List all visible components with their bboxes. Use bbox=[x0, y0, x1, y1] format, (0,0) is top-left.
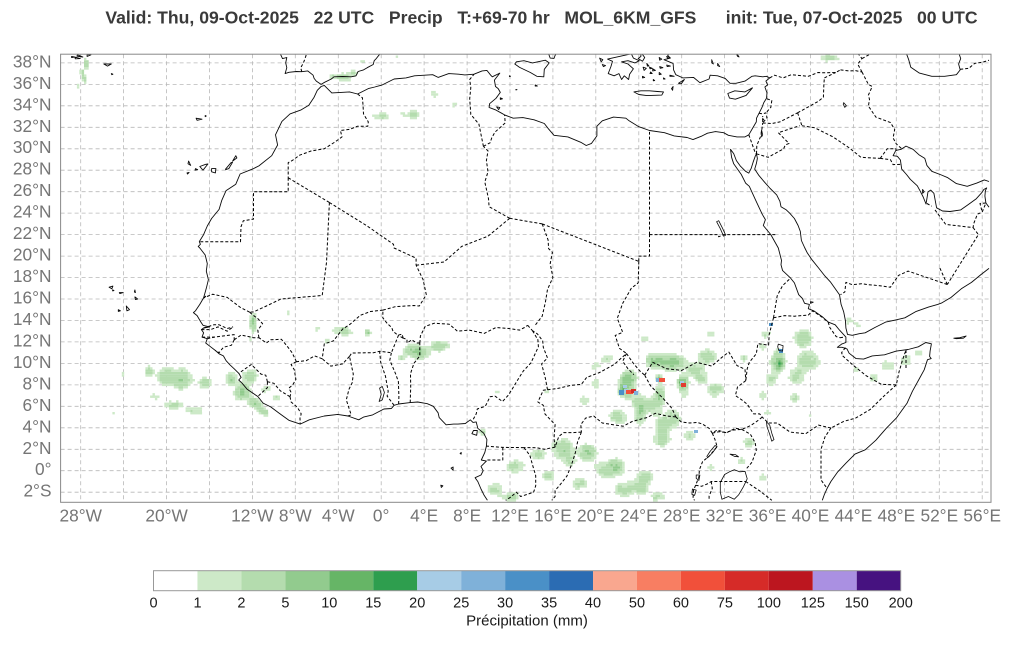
svg-text:20°N: 20°N bbox=[13, 245, 52, 265]
svg-text:0°: 0° bbox=[373, 506, 390, 526]
svg-text:8°N: 8°N bbox=[22, 373, 51, 393]
svg-text:30°N: 30°N bbox=[13, 137, 52, 157]
svg-text:20: 20 bbox=[409, 595, 425, 611]
svg-text:12°W: 12°W bbox=[231, 506, 274, 526]
svg-text:75: 75 bbox=[717, 595, 733, 611]
svg-text:38°N: 38°N bbox=[13, 51, 52, 71]
svg-text:16°E: 16°E bbox=[534, 506, 572, 526]
svg-text:2: 2 bbox=[237, 595, 245, 611]
svg-text:10: 10 bbox=[321, 595, 337, 611]
svg-text:12°N: 12°N bbox=[13, 330, 52, 350]
svg-text:52°E: 52°E bbox=[920, 506, 958, 526]
svg-text:125: 125 bbox=[801, 595, 825, 611]
svg-text:24°N: 24°N bbox=[13, 202, 52, 222]
svg-text:48°E: 48°E bbox=[877, 506, 915, 526]
svg-text:60: 60 bbox=[673, 595, 689, 611]
svg-text:28°E: 28°E bbox=[663, 506, 701, 526]
svg-text:5: 5 bbox=[281, 595, 289, 611]
svg-text:18°N: 18°N bbox=[13, 266, 52, 286]
svg-text:4°W: 4°W bbox=[322, 506, 356, 526]
svg-text:50: 50 bbox=[629, 595, 645, 611]
svg-text:2°N: 2°N bbox=[22, 438, 51, 458]
svg-text:35: 35 bbox=[541, 595, 557, 611]
svg-text:56°E: 56°E bbox=[963, 506, 1001, 526]
svg-text:10°N: 10°N bbox=[13, 352, 52, 372]
svg-text:24°E: 24°E bbox=[620, 506, 658, 526]
svg-text:15: 15 bbox=[365, 595, 381, 611]
svg-text:32°E: 32°E bbox=[706, 506, 744, 526]
svg-text:20°W: 20°W bbox=[145, 506, 188, 526]
svg-text:25: 25 bbox=[453, 595, 469, 611]
svg-text:0°: 0° bbox=[35, 459, 52, 479]
svg-text:150: 150 bbox=[845, 595, 869, 611]
svg-text:14°N: 14°N bbox=[13, 309, 52, 329]
svg-text:36°N: 36°N bbox=[13, 73, 52, 93]
svg-text:4°E: 4°E bbox=[410, 506, 438, 526]
svg-text:12°E: 12°E bbox=[491, 506, 529, 526]
svg-text:40: 40 bbox=[585, 595, 601, 611]
svg-text:32°N: 32°N bbox=[13, 116, 52, 136]
svg-text:2°S: 2°S bbox=[23, 481, 51, 501]
svg-text:22°N: 22°N bbox=[13, 223, 52, 243]
svg-text:16°N: 16°N bbox=[13, 288, 52, 308]
svg-text:28°W: 28°W bbox=[59, 506, 102, 526]
svg-text:44°E: 44°E bbox=[835, 506, 873, 526]
svg-text:26°N: 26°N bbox=[13, 180, 52, 200]
svg-text:30: 30 bbox=[497, 595, 513, 611]
svg-text:34°N: 34°N bbox=[13, 94, 52, 114]
svg-text:0: 0 bbox=[149, 595, 157, 611]
svg-text:8°E: 8°E bbox=[453, 506, 481, 526]
svg-text:8°W: 8°W bbox=[279, 506, 313, 526]
svg-text:1: 1 bbox=[193, 595, 201, 611]
svg-text:36°E: 36°E bbox=[749, 506, 787, 526]
svg-text:200: 200 bbox=[889, 595, 913, 611]
svg-text:4°N: 4°N bbox=[22, 416, 51, 436]
svg-text:40°E: 40°E bbox=[792, 506, 830, 526]
svg-text:20°E: 20°E bbox=[577, 506, 615, 526]
svg-text:Valid: Thu, 09-Oct-2025 22 U: Valid: Thu, 09-Oct-2025 22 UTC Precip T:… bbox=[105, 7, 978, 27]
svg-text:28°N: 28°N bbox=[13, 159, 52, 179]
svg-text:100: 100 bbox=[757, 595, 781, 611]
svg-text:6°N: 6°N bbox=[22, 395, 51, 415]
svg-text:Précipitation (mm): Précipitation (mm) bbox=[466, 613, 588, 630]
